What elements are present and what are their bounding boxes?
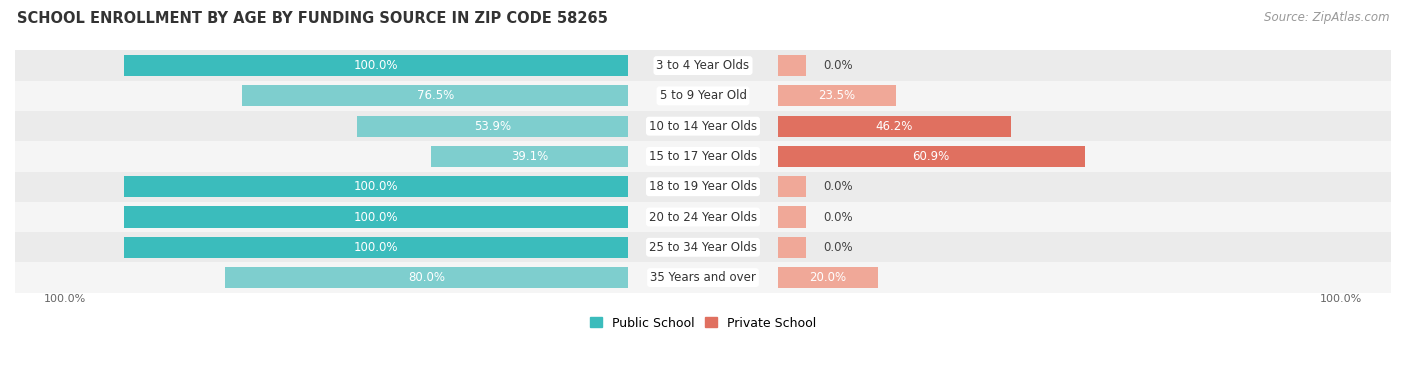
Text: 0.0%: 0.0%: [824, 180, 853, 193]
Text: 0.0%: 0.0%: [824, 241, 853, 254]
Bar: [0, 81, 1406, 111]
Bar: [778, 116, 1011, 137]
Bar: [124, 55, 628, 76]
Bar: [0, 111, 1406, 141]
Text: 20 to 24 Year Olds: 20 to 24 Year Olds: [650, 210, 756, 224]
Text: 100.0%: 100.0%: [1320, 294, 1362, 303]
Text: 0.0%: 0.0%: [824, 59, 853, 72]
Bar: [124, 176, 628, 197]
Text: 18 to 19 Year Olds: 18 to 19 Year Olds: [650, 180, 756, 193]
Bar: [124, 237, 628, 258]
Bar: [0, 232, 1406, 262]
Bar: [432, 146, 628, 167]
Bar: [0, 141, 1406, 172]
Bar: [242, 85, 628, 106]
Bar: [778, 55, 806, 76]
Bar: [778, 176, 806, 197]
Bar: [0, 51, 1406, 81]
Text: 23.5%: 23.5%: [818, 89, 855, 103]
Text: 25 to 34 Year Olds: 25 to 34 Year Olds: [650, 241, 756, 254]
Text: 46.2%: 46.2%: [876, 120, 912, 133]
Text: 100.0%: 100.0%: [354, 210, 398, 224]
Text: 10 to 14 Year Olds: 10 to 14 Year Olds: [650, 120, 756, 133]
Bar: [124, 207, 628, 228]
Text: 76.5%: 76.5%: [416, 89, 454, 103]
Bar: [778, 146, 1085, 167]
Bar: [778, 85, 896, 106]
Text: 15 to 17 Year Olds: 15 to 17 Year Olds: [650, 150, 756, 163]
Text: Source: ZipAtlas.com: Source: ZipAtlas.com: [1264, 11, 1389, 24]
Text: 39.1%: 39.1%: [512, 150, 548, 163]
Text: 80.0%: 80.0%: [408, 271, 446, 284]
Text: SCHOOL ENROLLMENT BY AGE BY FUNDING SOURCE IN ZIP CODE 58265: SCHOOL ENROLLMENT BY AGE BY FUNDING SOUR…: [17, 11, 607, 26]
Text: 35 Years and over: 35 Years and over: [650, 271, 756, 284]
Bar: [778, 207, 806, 228]
Bar: [357, 116, 628, 137]
Text: 20.0%: 20.0%: [810, 271, 846, 284]
Bar: [225, 267, 628, 288]
Bar: [0, 172, 1406, 202]
Text: 100.0%: 100.0%: [354, 180, 398, 193]
Text: 3 to 4 Year Olds: 3 to 4 Year Olds: [657, 59, 749, 72]
Text: 53.9%: 53.9%: [474, 120, 510, 133]
Text: 100.0%: 100.0%: [354, 241, 398, 254]
Text: 100.0%: 100.0%: [44, 294, 86, 303]
Text: 0.0%: 0.0%: [824, 210, 853, 224]
Bar: [0, 202, 1406, 232]
Text: 60.9%: 60.9%: [912, 150, 950, 163]
Bar: [778, 237, 806, 258]
Text: 100.0%: 100.0%: [354, 59, 398, 72]
Bar: [778, 267, 879, 288]
Legend: Public School, Private School: Public School, Private School: [585, 312, 821, 335]
Bar: [0, 262, 1406, 293]
Text: 5 to 9 Year Old: 5 to 9 Year Old: [659, 89, 747, 103]
